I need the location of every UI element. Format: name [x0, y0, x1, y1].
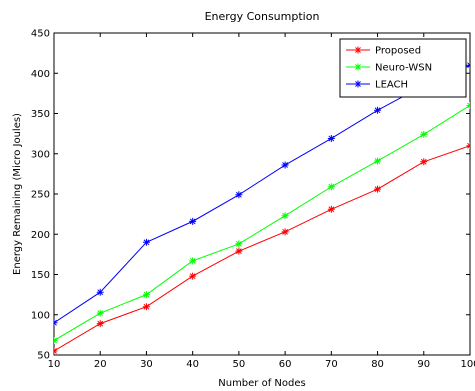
series-line [54, 145, 470, 352]
data-point [374, 185, 382, 193]
data-point [374, 157, 382, 165]
y-tick-label: 50 [37, 351, 50, 362]
y-tick-label: 350 [31, 109, 50, 120]
x-tick-label: 30 [140, 359, 153, 370]
legend-item: LEACH [346, 80, 408, 91]
legend-item: Neuro-WSN [346, 63, 432, 74]
data-point [466, 142, 470, 150]
axis-ticks: 10 20 30 40 50 60 70 80 90 100 50 100 150 200 250 300 35… [31, 29, 475, 371]
legend-label: Proposed [375, 46, 421, 57]
x-tick-label: 50 [233, 359, 246, 370]
data-point [281, 212, 289, 220]
series-line [54, 64, 470, 324]
data-point [189, 257, 197, 265]
x-tick-label: 20 [94, 359, 107, 370]
data-point [54, 337, 58, 345]
chart-title: Energy Consumption [205, 10, 320, 23]
data-point [281, 228, 289, 236]
data-point [235, 191, 243, 199]
y-tick-label: 250 [31, 190, 50, 201]
legend-swatch-marker [354, 63, 362, 71]
legend-swatch-marker [354, 46, 362, 54]
data-point [96, 320, 104, 328]
data-point [327, 134, 335, 142]
data-point [54, 347, 58, 355]
x-tick-label: 40 [186, 359, 199, 370]
data-point [281, 161, 289, 169]
series-layer [54, 61, 470, 355]
y-tick-label: 100 [31, 310, 50, 321]
data-point [327, 183, 335, 191]
data-point [142, 291, 150, 299]
y-tick-label: 150 [31, 270, 50, 281]
x-tick-label: 90 [417, 359, 430, 370]
data-point [235, 247, 243, 255]
data-point [189, 272, 197, 280]
legend-item: Proposed [346, 46, 421, 57]
data-point [96, 309, 104, 317]
y-axis-label: Energy Remaining (Micro Joules) [12, 113, 23, 275]
x-tick-label: 70 [325, 359, 338, 370]
data-point [466, 101, 470, 109]
data-point [466, 61, 470, 69]
data-point [235, 240, 243, 248]
y-tick-label: 200 [31, 230, 50, 241]
legend-label: Neuro-WSN [375, 63, 432, 74]
legend-swatch-marker [354, 80, 362, 88]
x-tick-label: 60 [279, 359, 292, 370]
legend: Proposed Neuro-WSN LEACH [339, 38, 467, 98]
data-point [420, 130, 428, 138]
data-point [374, 106, 382, 114]
data-point [327, 205, 335, 213]
data-point [96, 288, 104, 296]
legend-box [339, 38, 467, 98]
series-proposed [54, 142, 470, 355]
data-point [142, 238, 150, 246]
y-tick-label: 300 [31, 149, 50, 160]
series-neuro-wsn [54, 101, 470, 345]
x-tick-label: 80 [371, 359, 384, 370]
data-point [420, 158, 428, 166]
data-point [142, 303, 150, 311]
data-point [189, 217, 197, 225]
x-axis-label: Number of Nodes [218, 378, 305, 389]
x-tick-label: 100 [460, 359, 475, 370]
x-tick-label: 10 [48, 359, 61, 370]
legend-label: LEACH [375, 80, 408, 91]
series-line [54, 105, 470, 341]
y-tick-label: 400 [31, 69, 50, 80]
data-point [54, 319, 58, 327]
y-tick-label: 450 [31, 29, 50, 40]
